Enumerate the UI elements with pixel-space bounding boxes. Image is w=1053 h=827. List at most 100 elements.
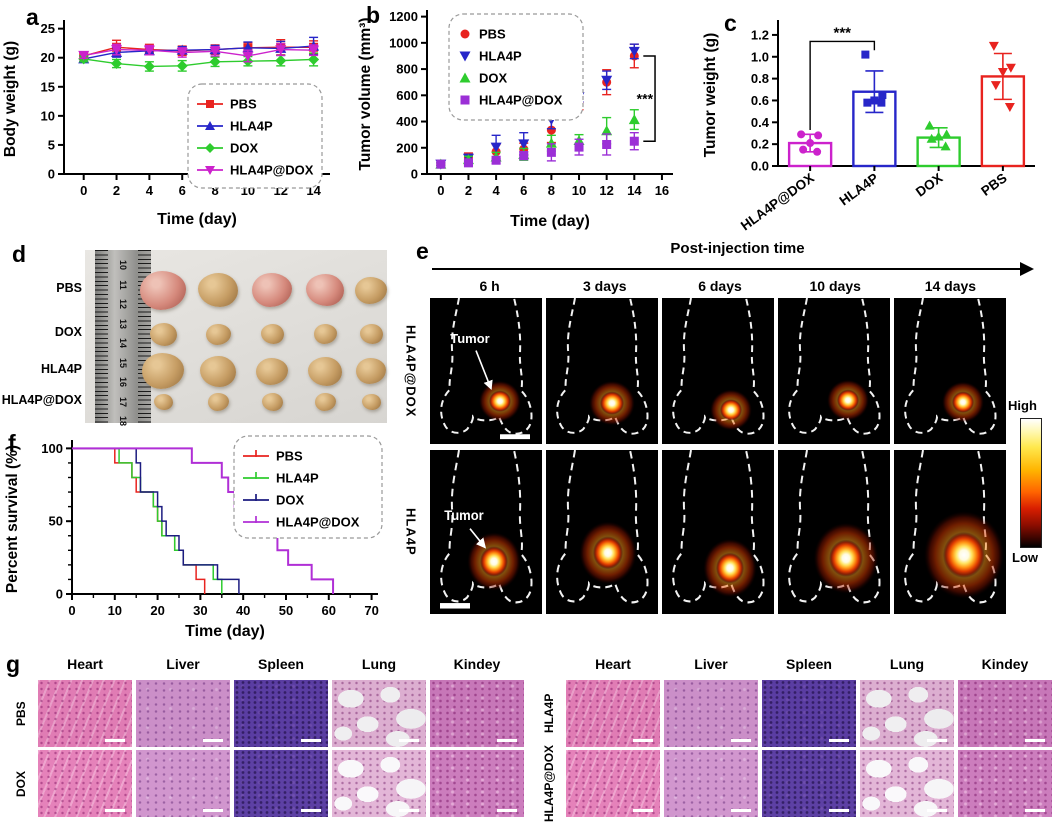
- ruler-number: 18: [118, 415, 128, 427]
- tumor-row-label: PBS: [56, 281, 82, 295]
- svg-text:40: 40: [236, 603, 250, 618]
- histology-image: [664, 750, 758, 817]
- svg-text:50: 50: [49, 514, 63, 529]
- ruler-number: 17: [118, 396, 128, 407]
- organ-label: Heart: [595, 656, 631, 672]
- legend-label: HLA4P: [276, 471, 319, 486]
- ruler-number: 14: [118, 337, 128, 349]
- intensity-colorbar: [1020, 418, 1042, 548]
- histology-block: Heart Liver Spleen Lung Kindey PBS DOX: [8, 650, 524, 827]
- category-label: HLA4P@DOX: [738, 170, 817, 233]
- svg-text:0.8: 0.8: [751, 71, 769, 86]
- svg-text:800: 800: [396, 62, 418, 77]
- svg-text:6: 6: [179, 183, 186, 198]
- tumor-signal: [600, 391, 624, 415]
- legend-box: [448, 13, 584, 121]
- tumor-specimen: [313, 324, 337, 344]
- svg-text:1000: 1000: [389, 35, 418, 50]
- histology-image: [38, 680, 132, 747]
- fluorescence-row: HLA4P@DOX Tumor: [396, 298, 1006, 444]
- timepoint-label: 6 h: [479, 278, 500, 294]
- legend-label: DOX: [276, 493, 305, 508]
- fluorescence-image: [662, 298, 774, 444]
- legend-box: [187, 83, 323, 189]
- legend-label: PBS: [276, 449, 303, 464]
- tumor-specimen: [140, 271, 186, 310]
- timepoint-row: 6 h 3 days 6 days 10 days 14 days: [432, 278, 1008, 294]
- tumor-signal: [943, 532, 985, 578]
- svg-text:10: 10: [41, 108, 55, 123]
- histology-image: [38, 750, 132, 817]
- timepoint-label: 3 days: [583, 278, 627, 294]
- legend-label: HLA4P@DOX: [276, 515, 360, 530]
- histology-image: [430, 680, 524, 747]
- significance-label: ***: [637, 91, 654, 107]
- survival-curve: [72, 447, 206, 594]
- svg-text:0.6: 0.6: [751, 93, 769, 108]
- histology-image: [860, 680, 954, 747]
- legend-label: PBS: [230, 97, 257, 112]
- svg-text:15: 15: [41, 79, 55, 94]
- timeline-arrow-icon: [432, 262, 1034, 276]
- histology-image: [136, 750, 230, 817]
- timepoint-label: 6 days: [698, 278, 742, 294]
- histology-image: [566, 680, 660, 747]
- tumor-signal: [593, 536, 623, 570]
- svg-text:0: 0: [68, 603, 75, 618]
- fluorescence-image: [778, 450, 890, 614]
- histology-image: [958, 750, 1052, 817]
- fluorescence-image: Tumor: [430, 450, 542, 614]
- ruler-ticks: [95, 250, 108, 423]
- svg-text:2: 2: [113, 183, 120, 198]
- tumor-specimen: [149, 323, 177, 346]
- svg-text:4: 4: [146, 183, 154, 198]
- group-label: PBS: [14, 701, 28, 726]
- organ-label: Lung: [361, 656, 397, 672]
- post-injection-header: Post-injection time: [670, 240, 805, 257]
- tumor-specimen: [260, 324, 284, 344]
- fluorescence-image: [894, 450, 1006, 614]
- colorbar-low-label: Low: [1012, 550, 1038, 565]
- histology-row: HLA4P@DOX: [536, 745, 1052, 822]
- svg-text:70: 70: [364, 603, 378, 618]
- tumor-specimen: [252, 273, 292, 307]
- survival-curve: [72, 447, 223, 594]
- tumor-signal: [489, 390, 511, 412]
- svg-text:50: 50: [279, 603, 293, 618]
- ruler-number: 11: [118, 279, 128, 290]
- svg-text:12: 12: [599, 183, 613, 198]
- timepoint-label: 14 days: [924, 278, 977, 294]
- x-axis-label: Time (day): [157, 211, 237, 228]
- tumor-specimen: [205, 324, 231, 345]
- svg-text:10: 10: [108, 603, 122, 618]
- ruler-number: 16: [118, 376, 128, 388]
- ruler-number: 10: [118, 259, 128, 271]
- ruler-number: 15: [118, 357, 128, 368]
- organ-header-row: Heart Liver Spleen Lung Kindey: [566, 656, 1052, 672]
- panel-label-f: f: [8, 430, 16, 456]
- x-axis-label: Time (day): [510, 213, 590, 230]
- tumor-specimen: [256, 358, 288, 385]
- histology-image: [234, 680, 328, 747]
- organ-label: Liver: [694, 656, 728, 672]
- panel-e: Post-injection time 6 h 3 days 6 days 10 da…: [390, 238, 1053, 642]
- category-label: PBS: [978, 170, 1009, 198]
- scale-bar: [500, 434, 530, 440]
- svg-text:16: 16: [655, 183, 669, 198]
- svg-text:600: 600: [396, 88, 418, 103]
- histology-row: DOX: [8, 750, 524, 817]
- histology-image: [762, 750, 856, 817]
- fluorescence-image: Tumor: [430, 298, 542, 444]
- histology-block: Heart Liver Spleen Lung Kindey HLA4P HLA4P@DOX: [536, 650, 1052, 827]
- legend-box: [233, 435, 383, 539]
- legend-label: PBS: [479, 27, 506, 42]
- ruler: 10 11 12 13 14 15 16 17 18: [95, 250, 151, 427]
- panel-label-c: c: [724, 10, 737, 36]
- y-axis-label: Body weight (g): [2, 41, 19, 157]
- svg-text:60: 60: [322, 603, 336, 618]
- histology-image: [860, 750, 954, 817]
- tumor-arrow-icon: [475, 350, 493, 390]
- svg-text:14: 14: [627, 183, 642, 198]
- legend-label: DOX: [230, 141, 259, 156]
- svg-text:10: 10: [572, 183, 586, 198]
